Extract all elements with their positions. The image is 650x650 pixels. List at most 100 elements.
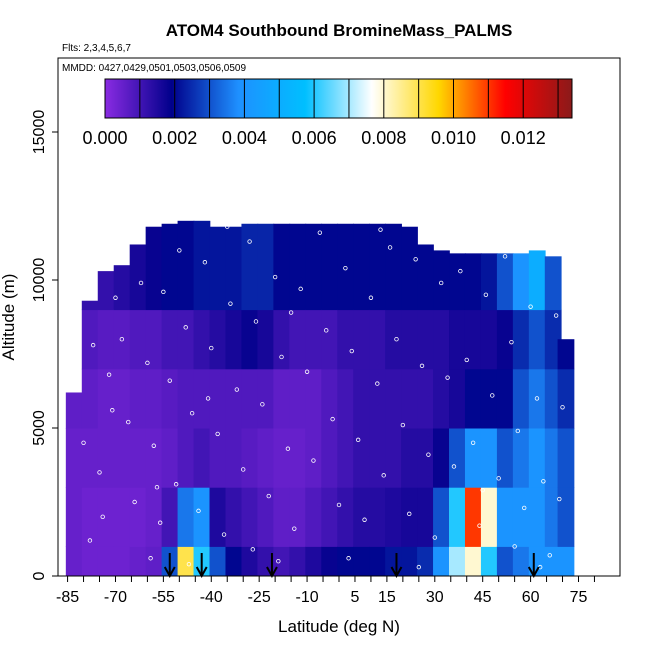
heatmap-cell [177,368,195,429]
sample-point [87,538,93,543]
sample-point [247,239,252,244]
sample-point [154,485,160,490]
heatmap-cell [433,368,450,429]
heatmap-cell [81,487,99,547]
heatmap-cell [464,253,482,311]
heatmap-cell [145,428,163,488]
heatmap-cell [557,546,575,577]
y-tick-label: 10000 [31,258,48,303]
heatmap-cell [257,368,275,429]
heatmap-cell [65,546,83,577]
sample-point [186,561,192,567]
heatmap-cell [401,226,418,311]
sample-point [362,517,367,522]
heatmap-cell [417,309,434,370]
heatmap-cell [257,487,275,547]
heatmap-cell [161,368,179,429]
heatmap-cell [209,546,227,577]
heatmap-cell [305,487,323,547]
heatmap-cell [305,223,323,311]
colorbar-tick-label: 0.000 [82,128,127,148]
heatmap-cell [449,253,466,311]
heatmap-cell [257,428,275,488]
heatmap-cell [225,226,243,311]
sample-point [394,337,399,342]
heatmap-cell [321,223,339,311]
sample-point [132,499,137,505]
heatmap-cell [209,487,227,547]
sample-point [416,564,422,570]
y-axis: 0 5000 10000 15000 [31,110,59,580]
y-axis-label: Altitude (m) [0,274,18,361]
heatmap-cell [401,309,418,370]
x-tick-label: -85 [56,589,79,606]
sample-point [126,419,131,425]
heatmap-cell [209,226,227,311]
heatmap-cell [401,368,418,429]
sample-point [106,372,112,377]
x-tick-label: 45 [474,589,492,606]
heatmap-cell [496,428,514,488]
heatmap-cell [480,428,498,488]
sample-point [541,479,546,484]
heatmap-cell [353,487,370,547]
sample-point [438,280,444,286]
heatmap-cell [145,226,163,311]
heatmap-cell [97,428,115,488]
heatmap-cell [81,368,99,429]
sample-point [100,514,105,519]
heatmap-cell [480,253,498,311]
x-tick-label: -55 [152,589,175,606]
heatmap-cell [369,368,386,429]
heatmap-cell [81,309,99,370]
sample-point [557,496,562,502]
sample-point [324,328,329,333]
heatmap-cell [417,487,434,547]
sample-point [266,493,271,499]
heatmap-cell [528,309,546,370]
heatmap-cell [464,546,482,577]
sample-point [378,227,383,232]
x-tick-label: -25 [248,589,271,606]
heatmap-cell [81,300,99,311]
sample-point [512,544,517,549]
heatmap-cell [337,428,355,488]
heatmap-cells [65,220,575,577]
sample-point [522,505,527,511]
heatmap-cell [129,244,147,311]
heatmap-cell [273,368,291,429]
sample-point [292,526,297,531]
heatmap-cell [289,309,307,370]
heatmap-cell [321,368,339,429]
heatmap-cell [113,368,131,429]
heatmap-cell [449,368,466,429]
sample-point [547,553,552,558]
sample-point [202,260,208,265]
flights-note: Flts: 2,3,4,5,6,7 [62,43,131,54]
sample-point [279,354,284,360]
heatmap-cell [305,309,323,370]
x-tick-label: 15 [378,589,396,606]
sample-point [276,559,281,564]
colorbar-tick-label: 0.008 [361,128,406,148]
heatmap-cell [145,309,163,370]
sample-point [368,295,374,300]
sample-point [221,532,227,537]
sample-point [253,319,259,324]
x-axis-label: Latitude (deg N) [278,617,400,636]
sample-point [355,437,361,443]
sample-point [129,233,134,238]
heatmap-cell [321,487,339,547]
sample-point [553,313,559,318]
heatmap-cell [177,546,195,577]
heatmap-cell [464,487,482,547]
heatmap-cell [337,223,355,311]
heatmap-cell [97,309,115,370]
heatmap-cell [353,546,370,577]
heatmap-cell [528,487,546,547]
heatmap-cell [289,223,307,311]
heatmap-cell [401,487,418,547]
heatmap-cell [257,546,275,577]
sample-point [534,396,540,401]
sample-point [528,304,533,309]
